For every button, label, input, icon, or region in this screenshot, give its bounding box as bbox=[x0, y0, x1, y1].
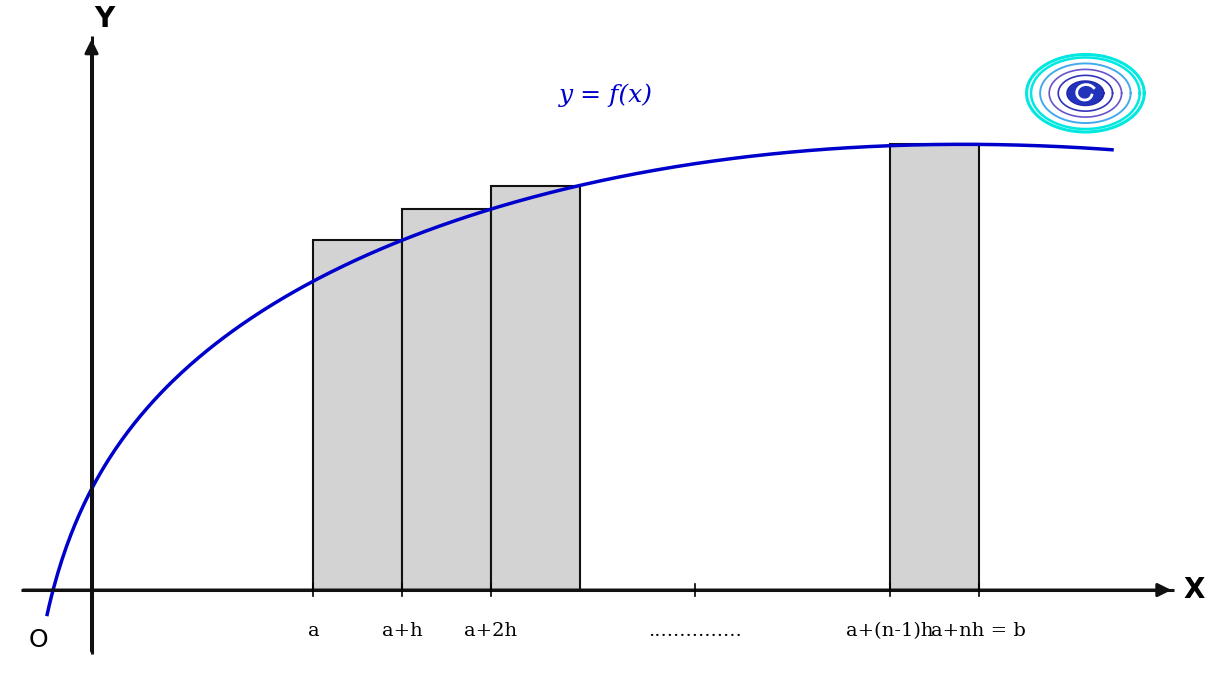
Text: a+nh = b: a+nh = b bbox=[931, 622, 1027, 640]
Text: ...............: ............... bbox=[648, 622, 742, 640]
Text: Y: Y bbox=[94, 5, 115, 33]
Bar bbox=[490, 186, 580, 590]
Text: a+h: a+h bbox=[381, 622, 423, 640]
Bar bbox=[890, 144, 978, 590]
Text: a: a bbox=[308, 622, 320, 640]
Text: X: X bbox=[1183, 576, 1205, 604]
Text: a+2h: a+2h bbox=[464, 622, 517, 640]
Text: a+(n-1)h: a+(n-1)h bbox=[846, 622, 934, 640]
Bar bbox=[314, 240, 402, 590]
Text: O: O bbox=[29, 628, 48, 652]
Ellipse shape bbox=[1068, 82, 1102, 104]
Bar bbox=[402, 209, 490, 590]
Text: y = f(x): y = f(x) bbox=[559, 84, 653, 107]
